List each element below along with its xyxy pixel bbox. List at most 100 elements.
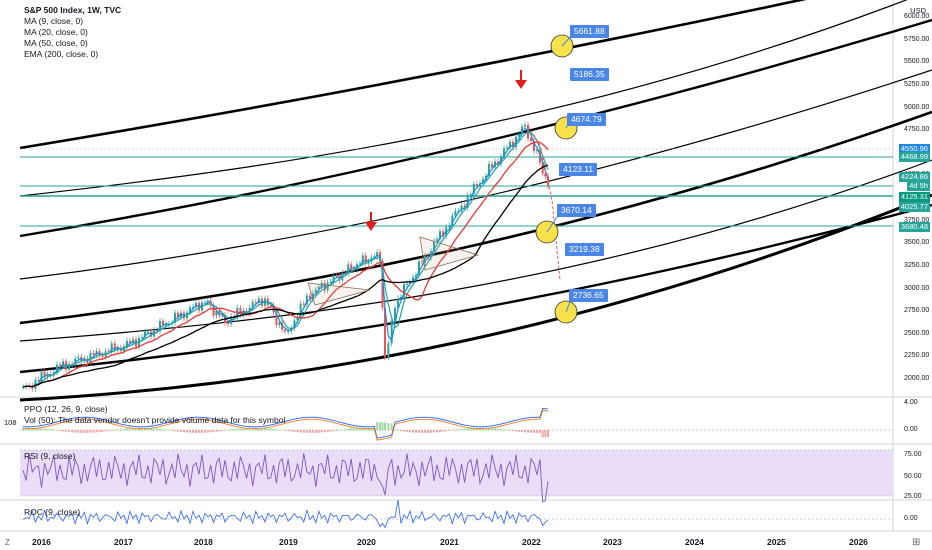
price-callout[interactable]: 4674.79 xyxy=(567,113,606,126)
roc-legend[interactable]: ROC (9, close) xyxy=(24,507,81,517)
ppo-histogram-bar xyxy=(153,428,155,431)
price-axis-label: 5500.00 xyxy=(904,58,930,66)
channel-trendline[interactable] xyxy=(19,193,932,402)
ma50-line[interactable] xyxy=(22,141,549,388)
ppo-histogram-bar xyxy=(472,427,475,431)
settings-grid-icon[interactable]: ⊞ xyxy=(912,537,921,548)
ema200-line[interactable] xyxy=(22,164,549,388)
ppo-histogram-bar xyxy=(290,430,293,432)
time-axis-label: 2025 xyxy=(767,537,786,547)
channel-trendline[interactable] xyxy=(19,203,932,374)
ppo-histogram-bar xyxy=(381,422,384,431)
ppo-histogram-bar xyxy=(305,430,308,433)
channel-trendline[interactable] xyxy=(19,18,932,238)
ppo-histogram-bar xyxy=(454,429,457,431)
candle-body xyxy=(189,307,191,313)
candle-body xyxy=(448,225,451,228)
price-callout[interactable]: 4123.11 xyxy=(559,163,598,176)
ppo-histogram-bar xyxy=(466,428,469,431)
ppo-histogram-bar xyxy=(239,428,242,431)
ppo-histogram-bar xyxy=(299,430,302,433)
price-callout[interactable]: 5186.35 xyxy=(570,68,609,81)
ppo-histogram-bar xyxy=(544,430,547,438)
candle-body xyxy=(107,351,110,353)
ppo-histogram-bar xyxy=(541,430,544,438)
ppo-histogram-bar xyxy=(406,430,408,432)
ppo-legend[interactable]: PPO (12, 26, 9, close) xyxy=(24,404,108,414)
ppo-histogram-bar xyxy=(49,429,52,431)
triangle-pattern[interactable] xyxy=(307,282,371,306)
candle-body xyxy=(400,296,402,299)
time-axis-label: 2017 xyxy=(114,537,133,547)
ma9-legend[interactable]: MA (9, close, 0) xyxy=(24,16,84,26)
channel-trendline[interactable] xyxy=(19,159,932,342)
ppo-histogram-bar xyxy=(113,429,116,431)
ppo-histogram-bar xyxy=(266,428,269,431)
candle-body xyxy=(394,308,396,321)
price-axis-label: 6000.00 xyxy=(904,13,930,20)
ppo-histogram-bar xyxy=(52,429,55,431)
ppo-histogram-bar xyxy=(361,427,364,431)
ppo-histogram-bar xyxy=(400,430,402,432)
triangle-pattern[interactable] xyxy=(419,236,480,271)
ppo-histogram-bar xyxy=(264,427,266,431)
ppo-histogram-bar xyxy=(171,430,173,431)
ma20-legend[interactable]: MA (20, close, 0) xyxy=(24,27,88,37)
rsi-line[interactable] xyxy=(22,453,549,503)
ppo-histogram-bar xyxy=(186,430,188,433)
candle-body xyxy=(524,124,526,127)
price-callout[interactable]: 3670.14 xyxy=(557,204,596,217)
down-arrow-icon[interactable] xyxy=(365,212,377,231)
down-arrow-icon[interactable] xyxy=(515,70,527,89)
candle-body xyxy=(406,283,408,285)
ppo-histogram-bar xyxy=(212,430,215,433)
ppo-histogram-bar xyxy=(287,430,290,432)
candle-body xyxy=(254,302,257,304)
ppo-histogram-bar xyxy=(248,427,251,431)
zoom-icon[interactable]: Z xyxy=(5,538,10,547)
price-callout[interactable]: 3219.38 xyxy=(565,243,604,256)
channel-trendline[interactable] xyxy=(19,110,932,325)
ppo-line[interactable] xyxy=(23,407,549,439)
ppo-signal-line[interactable] xyxy=(23,409,549,441)
rsi-legend[interactable]: RSI (9, close) xyxy=(24,451,76,461)
ppo-histogram-bar xyxy=(122,428,125,431)
roc-line[interactable] xyxy=(22,499,549,529)
candle-body xyxy=(302,303,305,305)
ema200-legend[interactable]: EMA (200, close, 0) xyxy=(24,49,99,59)
ppo-histogram-bar xyxy=(524,430,526,433)
ppo-histogram-bar xyxy=(533,430,535,433)
price-axis-label: 5750.00 xyxy=(904,35,930,43)
symbol-title[interactable]: S&P 500 Index, 1W, TVC xyxy=(24,5,122,15)
ppo-histogram-bar xyxy=(129,428,131,431)
ppo-histogram-bar xyxy=(183,430,185,433)
volume-legend[interactable]: Vol (50): The data vendor doesn't provid… xyxy=(24,415,286,425)
rsi-axis-label: 50.00 xyxy=(904,473,922,480)
candle-body xyxy=(370,257,373,262)
ppo-histogram-bar xyxy=(509,430,511,431)
price-axis-label: 3250.00 xyxy=(904,261,930,269)
ma9-line[interactable] xyxy=(22,127,549,388)
ma20-line[interactable] xyxy=(22,131,549,388)
ppo-histogram-bar xyxy=(245,427,248,431)
price-callout[interactable]: 2736.65 xyxy=(569,289,608,302)
ppo-histogram-bar xyxy=(536,430,538,433)
channel-trendline[interactable] xyxy=(19,69,932,280)
projection-path[interactable] xyxy=(527,125,561,281)
ppo-histogram-bar xyxy=(189,430,191,433)
channel-trendline[interactable] xyxy=(19,0,893,150)
ppo-histogram-bar xyxy=(320,430,323,433)
price-callout[interactable]: 5661.88 xyxy=(570,25,609,38)
ppo-histogram-bar xyxy=(314,430,317,433)
channel-trendline[interactable] xyxy=(19,0,932,197)
ppo-histogram-bar xyxy=(439,430,441,433)
ma50-legend[interactable]: MA (50, close, 0) xyxy=(24,38,88,48)
ppo-histogram-bar xyxy=(430,430,432,433)
ppo-histogram-bar xyxy=(80,430,83,433)
candle-body xyxy=(533,140,535,152)
ppo-histogram-bar xyxy=(260,427,263,431)
candle-body xyxy=(518,134,520,137)
ppo-histogram-bar xyxy=(92,430,95,433)
ppo-histogram-bar xyxy=(95,430,98,433)
